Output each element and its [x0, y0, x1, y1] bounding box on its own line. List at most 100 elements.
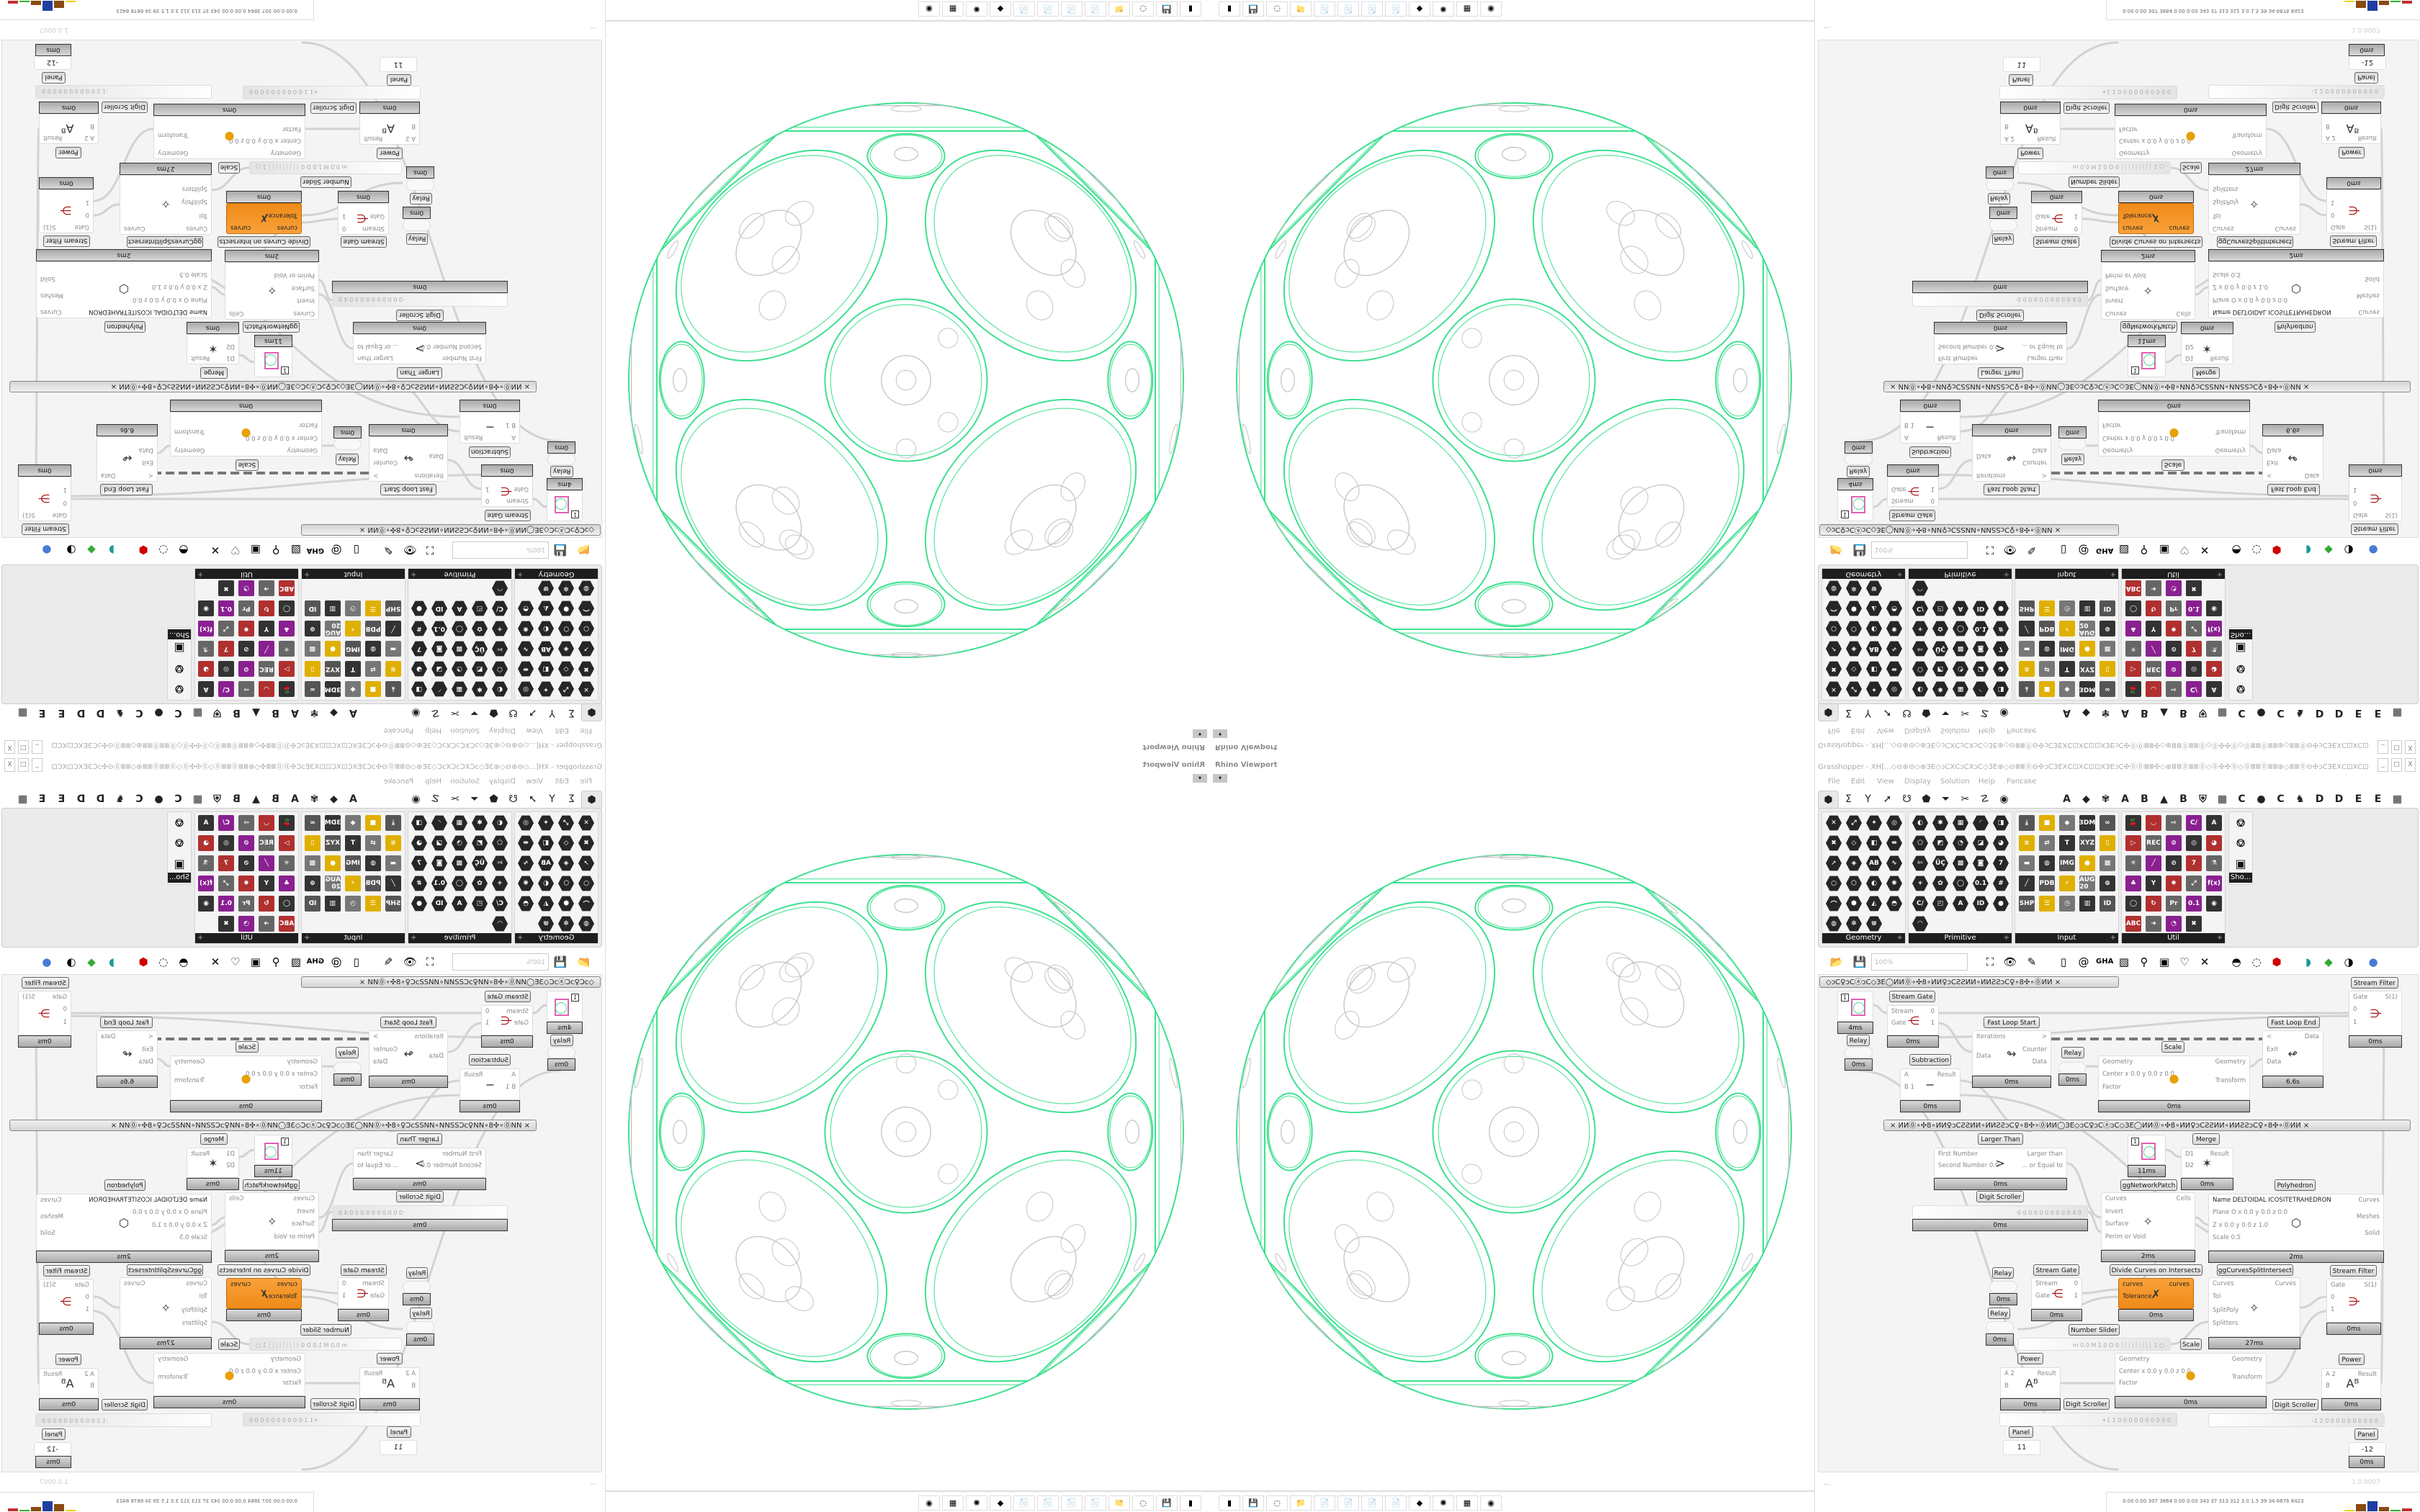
- component-icon[interactable]: ◐: [538, 621, 554, 636]
- component-icon[interactable]: ✺: [1886, 876, 1902, 891]
- output-1[interactable]: 1: [342, 1292, 346, 1300]
- component-icon[interactable]: ◠: [1912, 916, 1928, 932]
- tab-letter-icon[interactable]: ⛨: [2199, 793, 2207, 805]
- minimize-button[interactable]: _: [32, 740, 42, 754]
- notepad-icon[interactable]: 📄: [1314, 1495, 1335, 1511]
- panel-label[interactable]: Primitive +: [408, 933, 511, 943]
- save-icon[interactable]: 💾: [1852, 544, 1867, 557]
- tab-letter-icon[interactable]: ▦: [17, 707, 28, 719]
- component-icon[interactable]: ◙: [431, 641, 447, 657]
- input-gate[interactable]: Gate: [369, 212, 385, 220]
- relay-label[interactable]: Relay: [336, 454, 359, 465]
- scale-component[interactable]: Geometry Center x 0.0 y 0.0 z 0.0 Factor Ge…: [170, 1056, 322, 1100]
- scale-label[interactable]: Scale: [2161, 459, 2184, 471]
- component-icon[interactable]: ⚗: [2206, 855, 2222, 871]
- stream-gate-label[interactable]: Stream Gate: [2033, 1264, 2079, 1276]
- input-curves[interactable]: Curves: [186, 1280, 207, 1287]
- component-icon[interactable]: T: [345, 835, 361, 851]
- input-gate[interactable]: Gate: [2331, 223, 2346, 230]
- component-icon[interactable]: ⊘: [2166, 855, 2182, 871]
- input-0[interactable]: 0: [2331, 1294, 2335, 1301]
- output-0[interactable]: 0: [342, 1280, 346, 1287]
- tab-letter-icon[interactable]: C: [174, 793, 182, 805]
- output-result[interactable]: Result: [2210, 1151, 2229, 1158]
- tab-icon[interactable]: Σ: [568, 793, 575, 805]
- expand-icon[interactable]: +: [197, 934, 204, 942]
- component-icon[interactable]: REC: [2146, 835, 2161, 851]
- tab-icon[interactable]: ⏷: [1941, 793, 1950, 805]
- component-icon[interactable]: ◕: [198, 661, 214, 677]
- menu-display[interactable]: Display: [1904, 778, 1931, 786]
- component-icon[interactable]: 7: [411, 641, 427, 657]
- output-1[interactable]: 1: [485, 1020, 490, 1027]
- output-cells[interactable]: Cells: [2176, 1195, 2191, 1202]
- component-icon[interactable]: SHP: [2019, 896, 2035, 912]
- tab-letter-icon[interactable]: ▲: [252, 707, 260, 719]
- canvas[interactable]: ◇ↄC♀ↄCⓐↄC◇ЗЕ◯ИИ⓪∘✣8∘ИИ♀ↄCƧƧИИ∘ИИƧƧↄC♀∘8✣…: [1, 974, 602, 1472]
- component-icon[interactable]: ◠: [1912, 580, 1928, 596]
- input-surface[interactable]: Surface: [2105, 284, 2129, 292]
- component-icon[interactable]: SHP: [385, 896, 401, 912]
- menu-pancake[interactable]: Pancake: [383, 726, 413, 734]
- input-b[interactable]: B 1: [506, 421, 516, 428]
- gear-ring-icon[interactable]: ◌: [158, 544, 169, 557]
- menu-view[interactable]: View: [1877, 726, 1894, 734]
- input-gate[interactable]: Gate: [1891, 485, 1906, 492]
- relay-label[interactable]: Relay: [2061, 454, 2084, 465]
- input-b[interactable]: B: [90, 1382, 94, 1390]
- tab-letter-icon[interactable]: ♞: [115, 707, 125, 719]
- relay-component[interactable]: [2058, 1062, 2087, 1074]
- number-slider-control[interactable]: m 0.0 M 1.0 D 0 ┊┊┊┊┊┊┊┊┊ 1 ○: [2018, 1338, 2171, 1351]
- component-icon[interactable]: ○: [578, 621, 594, 636]
- component-icon[interactable]: C/: [1912, 600, 1928, 616]
- output-curves[interactable]: Curves: [124, 1280, 145, 1287]
- component-icon[interactable]: ◨: [411, 681, 427, 697]
- open-file-icon[interactable]: 📂: [1829, 544, 1844, 557]
- relay-label[interactable]: Relay: [336, 1047, 359, 1058]
- relay-component[interactable]: [333, 1062, 362, 1074]
- input-geometry[interactable]: Geometry: [287, 446, 318, 454]
- input-center[interactable]: Center x 0.0 y 0.0 z 0.0: [229, 1367, 301, 1375]
- input-b[interactable]: B 1: [506, 1084, 516, 1091]
- component-icon[interactable]: ⎊: [174, 816, 184, 829]
- component-icon[interactable]: ◉: [198, 600, 214, 616]
- output-transform[interactable]: Transform: [174, 1077, 205, 1084]
- tab-letter-icon[interactable]: ◆: [2082, 707, 2090, 719]
- component-icon[interactable]: ✕: [1826, 815, 1842, 831]
- input-tol[interactable]: Tol: [199, 211, 207, 219]
- input-curves[interactable]: Curves: [293, 310, 315, 317]
- input-1[interactable]: 1: [85, 199, 89, 206]
- component-icon[interactable]: T: [345, 661, 361, 677]
- email-icon[interactable]: @: [331, 544, 342, 557]
- component-icon[interactable]: ÜÇ: [472, 641, 488, 657]
- component-icon[interactable]: 0.1: [2186, 896, 2202, 912]
- relay-component[interactable]: [1845, 1047, 1873, 1058]
- component-icon[interactable]: ◔: [238, 580, 254, 596]
- folder-icon[interactable]: 📁: [1290, 1495, 1312, 1511]
- merge-label[interactable]: Merge: [200, 367, 228, 379]
- tab-icon[interactable]: ➚: [1883, 793, 1892, 805]
- panel-box[interactable]: -12: [34, 1442, 71, 1457]
- teal-shape-icon[interactable]: ◗: [2305, 955, 2311, 968]
- input-a[interactable]: A: [1904, 1071, 1909, 1079]
- component-icon[interactable]: ID: [431, 896, 447, 912]
- stream-filter-label[interactable]: Stream Filter: [2351, 977, 2398, 989]
- input-center[interactable]: Center x 0.0 y 0.0 z 0.0: [2102, 433, 2174, 441]
- larger-than-label[interactable]: Larger Than: [397, 367, 442, 379]
- panel-label[interactable]: Geometry +: [515, 569, 598, 579]
- component-icon[interactable]: ■: [2039, 681, 2055, 697]
- merge-component[interactable]: D1 D2 Result ✶: [2181, 334, 2233, 364]
- input-0[interactable]: 0: [63, 498, 67, 506]
- component-icon[interactable]: 3DM: [325, 815, 341, 831]
- panel-label[interactable]: Panel: [2354, 1428, 2378, 1440]
- component-icon[interactable]: 0.1: [218, 896, 234, 912]
- component-icon[interactable]: ✖: [218, 580, 234, 596]
- tab-letter-icon[interactable]: ♞: [2295, 707, 2305, 719]
- tab-letter-icon[interactable]: C: [2238, 707, 2246, 719]
- param-component[interactable]: 1: [547, 991, 583, 1022]
- component-icon[interactable]: 7: [1993, 641, 2009, 657]
- component-icon[interactable]: ◐: [1866, 876, 1882, 891]
- output-result[interactable]: Result: [2357, 134, 2377, 141]
- component-icon[interactable]: ▣: [2235, 642, 2246, 656]
- component-icon[interactable]: AB: [538, 855, 554, 871]
